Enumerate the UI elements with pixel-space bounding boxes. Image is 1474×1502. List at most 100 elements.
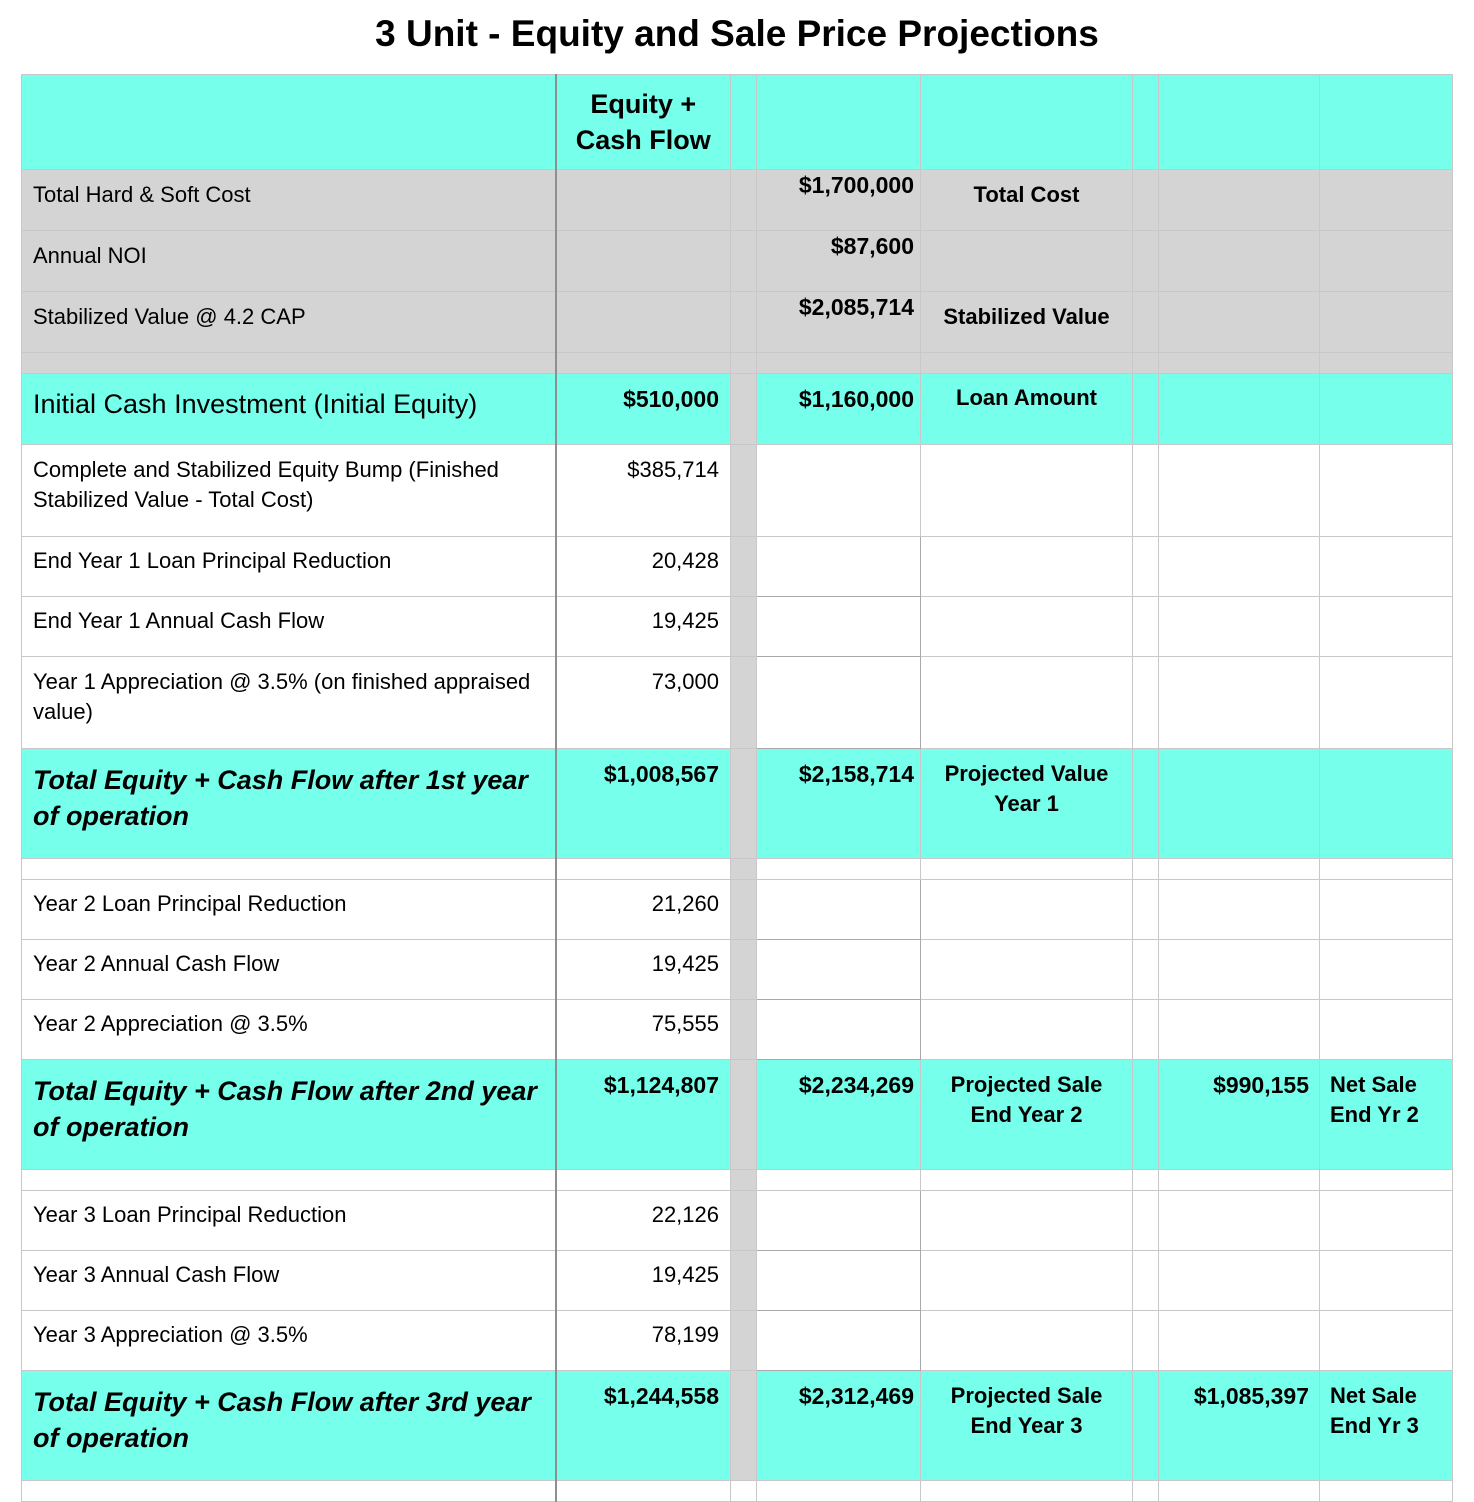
cell[interactable] (730, 444, 757, 537)
value-cell[interactable]: $2,234,269 (756, 1059, 921, 1170)
cell[interactable] (1319, 291, 1453, 353)
cell[interactable] (756, 858, 921, 880)
equity-cell[interactable]: $1,008,567 (555, 748, 731, 859)
cell[interactable] (1158, 858, 1320, 880)
cell[interactable] (1319, 939, 1453, 1000)
cell[interactable] (21, 1169, 557, 1191)
cell[interactable] (1132, 999, 1159, 1060)
cell[interactable] (920, 1310, 1133, 1371)
net-sale-value[interactable]: $1,085,397 (1158, 1370, 1320, 1481)
cell[interactable] (1319, 1169, 1453, 1191)
cell[interactable] (730, 1310, 757, 1371)
cell[interactable] (555, 169, 731, 231)
cell[interactable] (1158, 596, 1320, 657)
cell[interactable] (756, 1310, 921, 1371)
row-label[interactable]: Year 3 Loan Principal Reduction (21, 1190, 557, 1251)
cell[interactable] (920, 879, 1133, 940)
cell[interactable] (730, 74, 757, 170)
cell[interactable] (1319, 373, 1453, 445)
cell[interactable] (920, 1190, 1133, 1251)
header-equity-cash-flow[interactable]: Equity + Cash Flow (555, 74, 731, 170)
cell[interactable] (756, 939, 921, 1000)
equity-cell[interactable]: 19,425 (555, 939, 731, 1000)
cell[interactable] (1319, 230, 1453, 292)
net-sale-note[interactable]: Net Sale End Yr 3 (1319, 1370, 1453, 1481)
cell[interactable] (21, 352, 557, 374)
cell[interactable] (1158, 1250, 1320, 1311)
cell[interactable] (756, 1190, 921, 1251)
cell[interactable] (756, 879, 921, 940)
cell[interactable] (1319, 748, 1453, 859)
value-cell[interactable]: $2,158,714 (756, 748, 921, 859)
row-label[interactable]: Year 3 Annual Cash Flow (21, 1250, 557, 1311)
cell[interactable] (1132, 596, 1159, 657)
cell[interactable] (730, 939, 757, 1000)
cell[interactable] (1158, 1480, 1320, 1502)
cell[interactable] (1319, 169, 1453, 231)
note-cell[interactable]: Loan Amount (920, 373, 1133, 445)
row-label[interactable]: End Year 1 Annual Cash Flow (21, 596, 557, 657)
cell[interactable] (1132, 444, 1159, 537)
cell[interactable] (756, 444, 921, 537)
note-cell[interactable]: Projected Sale End Year 2 (920, 1059, 1133, 1170)
cell[interactable] (1319, 444, 1453, 537)
note-cell[interactable]: Projected Value Year 1 (920, 748, 1133, 859)
cell[interactable] (1132, 1169, 1159, 1191)
row-label[interactable]: Complete and Stabilized Equity Bump (Fin… (21, 444, 557, 537)
row-label[interactable]: Initial Cash Investment (Initial Equity) (21, 373, 557, 445)
cell[interactable] (730, 748, 757, 859)
equity-cell[interactable]: 20,428 (555, 536, 731, 597)
cell[interactable] (1319, 656, 1453, 749)
cell[interactable] (920, 1480, 1133, 1502)
cell[interactable] (1132, 1059, 1159, 1170)
cell[interactable] (920, 999, 1133, 1060)
cell[interactable] (920, 656, 1133, 749)
cell[interactable] (756, 1169, 921, 1191)
cell[interactable] (555, 352, 731, 374)
cell[interactable] (1158, 939, 1320, 1000)
equity-cell[interactable]: $385,714 (555, 444, 731, 537)
cell[interactable] (920, 939, 1133, 1000)
cell[interactable] (1132, 74, 1159, 170)
cell[interactable] (1158, 352, 1320, 374)
cell[interactable] (730, 291, 757, 353)
cell[interactable] (1158, 373, 1320, 445)
cell[interactable] (1319, 352, 1453, 374)
cell[interactable] (756, 999, 921, 1060)
cell[interactable] (920, 536, 1133, 597)
cell[interactable] (1319, 536, 1453, 597)
cell[interactable] (1132, 1480, 1159, 1502)
cell[interactable] (21, 858, 557, 880)
row-label[interactable]: Annual NOI (21, 230, 557, 292)
cell[interactable] (730, 596, 757, 657)
cell[interactable] (1158, 291, 1320, 353)
row-label[interactable]: Year 1 Appreciation @ 3.5% (on finished … (21, 656, 557, 749)
cell[interactable] (1132, 230, 1159, 292)
equity-cell[interactable]: 21,260 (555, 879, 731, 940)
cell[interactable] (730, 536, 757, 597)
cell[interactable] (920, 1250, 1133, 1311)
value-cell[interactable]: $2,312,469 (756, 1370, 921, 1481)
cell[interactable] (1158, 1190, 1320, 1251)
cell[interactable] (730, 858, 757, 880)
cell[interactable] (1132, 656, 1159, 749)
cell[interactable] (756, 536, 921, 597)
cell[interactable] (555, 1480, 731, 1502)
cell[interactable] (756, 1250, 921, 1311)
cell[interactable] (730, 879, 757, 940)
row-label[interactable]: Year 2 Annual Cash Flow (21, 939, 557, 1000)
cell[interactable] (730, 230, 757, 292)
note-cell[interactable]: Projected Sale End Year 3 (920, 1370, 1133, 1481)
cell[interactable] (1319, 1190, 1453, 1251)
cell[interactable] (730, 1250, 757, 1311)
row-label[interactable]: Total Hard & Soft Cost (21, 169, 557, 231)
cell[interactable] (1158, 999, 1320, 1060)
cell[interactable] (1132, 1190, 1159, 1251)
cell[interactable] (1158, 444, 1320, 537)
cell[interactable] (1158, 656, 1320, 749)
cell[interactable] (1132, 939, 1159, 1000)
cell[interactable] (920, 596, 1133, 657)
equity-cell[interactable]: 19,425 (555, 1250, 731, 1311)
cell[interactable] (555, 230, 731, 292)
cell[interactable] (1132, 169, 1159, 231)
